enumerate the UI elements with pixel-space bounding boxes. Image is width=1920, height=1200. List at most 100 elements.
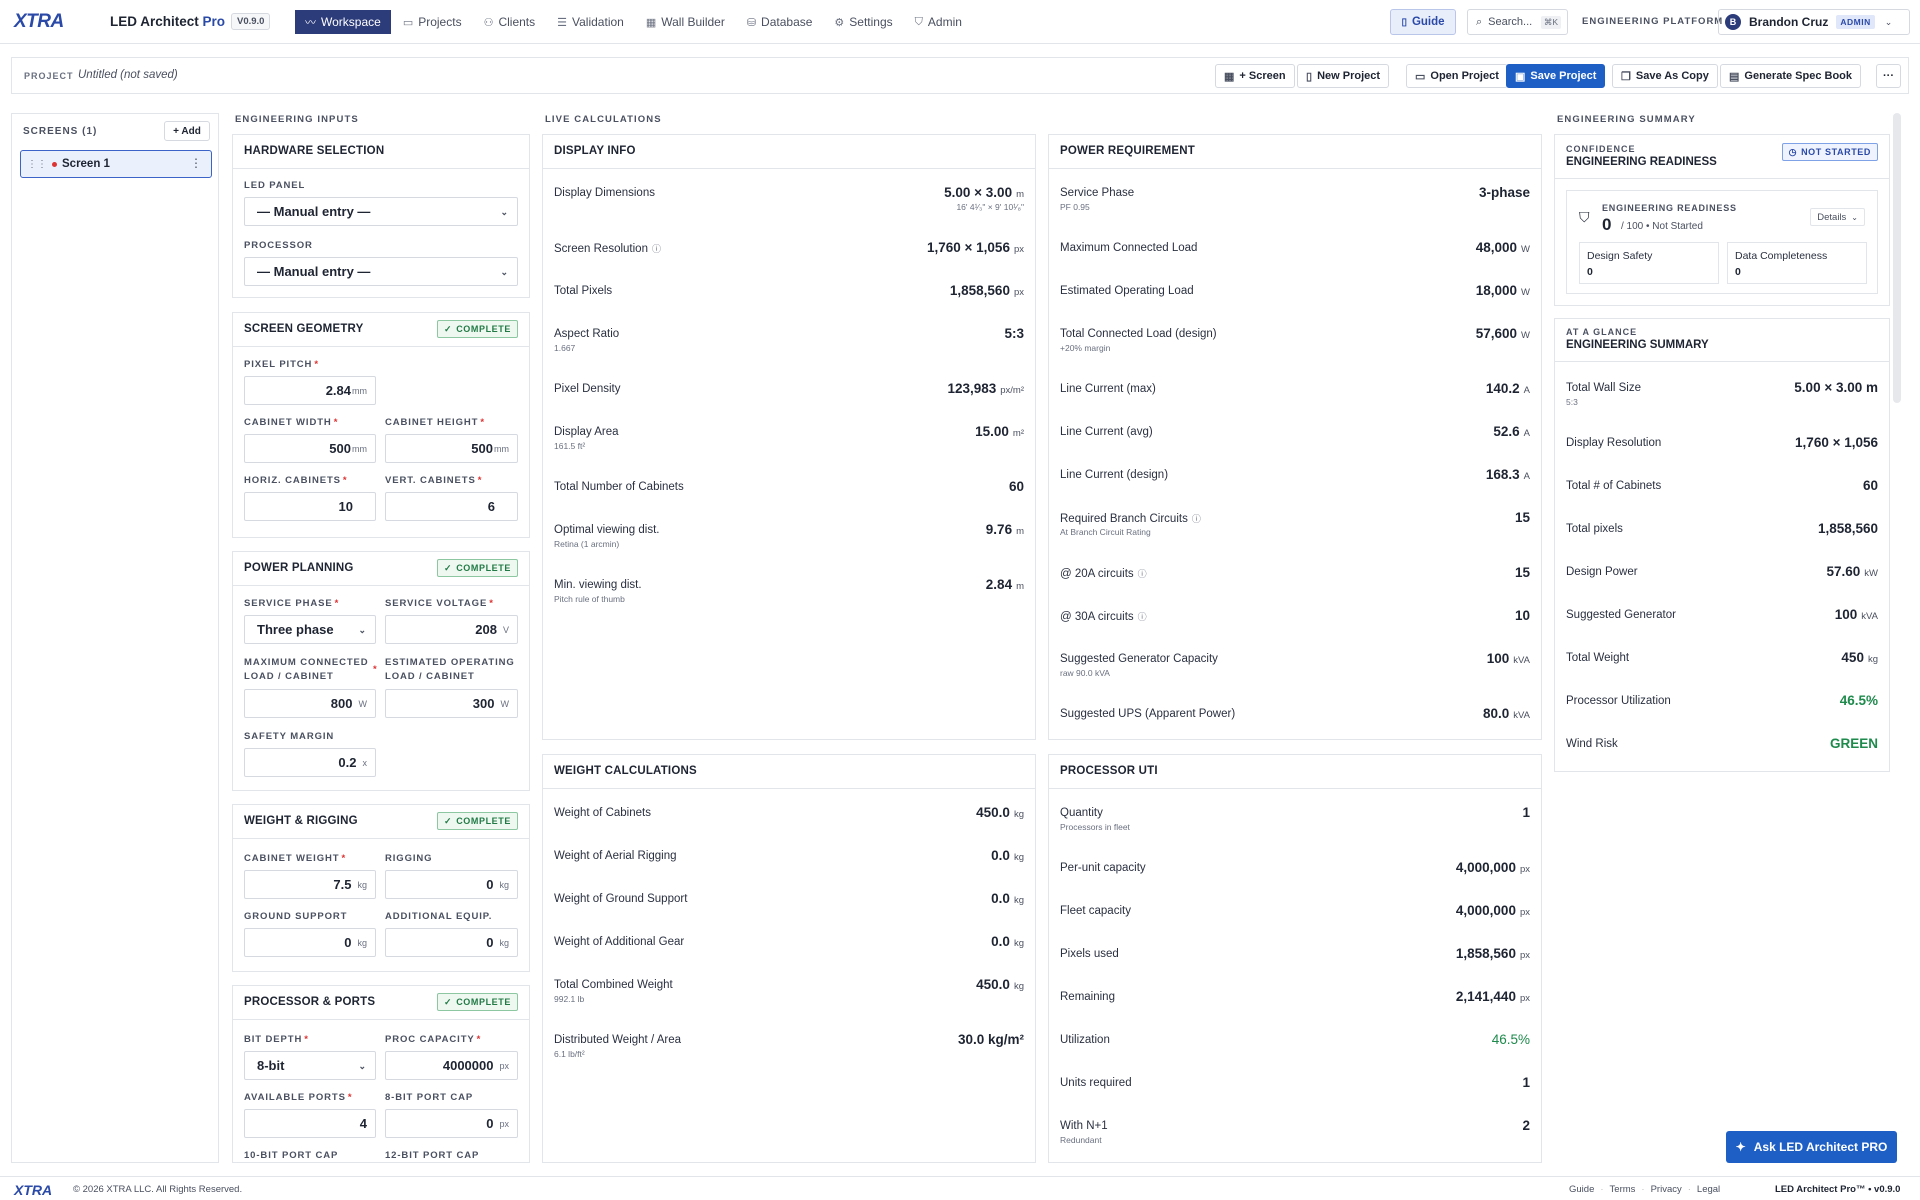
calc-row: Utilization 46.5% (1060, 1032, 1530, 1047)
calc-row: With N+1 Redundant 2 (1060, 1118, 1530, 1145)
file-icon: ▯ (1306, 70, 1313, 83)
generate-spec-book-button[interactable]: ▤ Generate Spec Book (1720, 64, 1861, 88)
add-screen-button[interactable]: ▦ + Screen (1215, 64, 1295, 88)
footer-link-legal[interactable]: Legal (1696, 1184, 1721, 1195)
service-voltage-label: SERVICE VOLTAGE * (385, 598, 494, 609)
nav-wall-builder[interactable]: ▦ Wall Builder (645, 15, 725, 29)
card-title: SCREEN GEOMETRY (244, 323, 364, 335)
processor-label: PROCESSOR (244, 240, 313, 251)
footer-link-privacy[interactable]: Privacy (1650, 1184, 1682, 1195)
bit-depth-label: BIT DEPTH * (244, 1034, 309, 1045)
cabinet-width-label: CABINET WIDTH * (244, 417, 339, 428)
calc-row: Line Current (max) 140.2 A (1060, 381, 1530, 396)
led-panel-select[interactable]: — Manual entry — ⌄ (244, 197, 518, 226)
service-phase-select[interactable]: Three phase ⌄ (244, 615, 376, 644)
ground-support-input[interactable]: 0 kg (244, 928, 376, 957)
cabinet-height-input[interactable]: 500 mm (385, 434, 518, 463)
search-input[interactable]: ⌕ Search... ⌘K (1467, 9, 1568, 35)
vert-cabinets-input[interactable]: 6 (385, 492, 518, 521)
max-load-input[interactable]: 800 W (244, 689, 376, 718)
footer-links: Guide · Terms · Privacy · Legal (1569, 1184, 1721, 1195)
status-badge: ✓ COMPLETE (437, 993, 518, 1011)
info-icon[interactable]: ⓘ (1137, 569, 1147, 579)
ask-assistant-button[interactable]: ✦ Ask LED Architect PRO (1726, 1131, 1897, 1163)
grid-icon: ▦ (645, 16, 657, 29)
screens-title: SCREENS (1) (23, 126, 98, 137)
user-name: Brandon Cruz (1749, 15, 1829, 29)
pixel-pitch-input[interactable]: 2.84 mm (244, 376, 376, 405)
cabinet-width-input[interactable]: 500 mm (244, 434, 376, 463)
readiness-score: 0 (1602, 215, 1612, 234)
scrollbar[interactable] (1893, 113, 1901, 403)
info-icon[interactable]: ⓘ (1191, 514, 1201, 524)
card-title: POWER PLANNING (244, 562, 354, 574)
status-badge: ◷ NOT STARTED (1781, 143, 1878, 161)
processor-select[interactable]: — Manual entry — ⌄ (244, 257, 518, 286)
search-shortcut: ⌘K (1540, 16, 1561, 29)
folder-open-icon: ▭ (1415, 70, 1426, 83)
user-menu[interactable]: B Brandon Cruz ADMIN ⌄ (1718, 9, 1910, 35)
engineering-summary-title: ENGINEERING SUMMARY (1557, 114, 1696, 125)
max-load-label: MAXIMUM CONNECTED LOAD / CABINET (244, 657, 369, 682)
search-icon: ⌕ (1476, 15, 1483, 28)
8bit-port-cap-input[interactable]: 0 px (385, 1109, 518, 1138)
card-title: HARDWARE SELECTION (244, 145, 385, 157)
save-icon: ▣ (1515, 70, 1526, 83)
nav-database[interactable]: ⛁ Database (746, 15, 813, 29)
footer-link-guide[interactable]: Guide (1569, 1184, 1595, 1195)
rigging-label: RIGGING (385, 853, 433, 864)
cabinet-weight-input[interactable]: 7.5 kg (244, 870, 376, 899)
summary-row: Total Wall Size 5:3 5.00 × 3.00 m (1566, 380, 1878, 407)
nav-clients[interactable]: ⚇ Clients (483, 15, 536, 29)
rigging-input[interactable]: 0 kg (385, 870, 518, 899)
bit-depth-select[interactable]: 8-bit ⌄ (244, 1051, 376, 1080)
card-title: PROCESSOR UTI (1060, 765, 1158, 777)
more-button[interactable]: ··· (1876, 64, 1901, 88)
copy-icon: ❐ (1621, 70, 1631, 83)
available-ports-input[interactable]: 4 (244, 1109, 376, 1138)
xtra-logo[interactable]: XTRA (14, 11, 64, 32)
version-badge: V0.9.0 (231, 13, 271, 30)
nav-validation[interactable]: ☰ Validation (557, 15, 624, 29)
status-badge: ✓ COMPLETE (437, 320, 518, 338)
new-project-button[interactable]: ▯ New Project (1297, 64, 1390, 88)
pixel-pitch-label: PIXEL PITCH * (244, 359, 319, 370)
service-voltage-input[interactable]: 208 V (385, 615, 518, 644)
additional-equip-input[interactable]: 0 kg (385, 928, 518, 957)
weight-calculations-card: WEIGHT CALCULATIONS Weight of Cabinets 45… (542, 754, 1036, 1163)
est-load-input[interactable]: 300 W (385, 689, 518, 718)
footer-logo: XTRA (14, 1182, 53, 1198)
safety-margin-input[interactable]: 0.2 x (244, 748, 376, 777)
footer-link-terms[interactable]: Terms (1609, 1184, 1636, 1195)
nav-workspace[interactable]: 〰 Workspace (295, 10, 391, 34)
guide-button[interactable]: ▯ Guide (1390, 9, 1456, 35)
calc-row: Required Branch Circuits ⓘ At Branch Circu… (1060, 510, 1530, 537)
drag-handle-icon[interactable]: ⋮⋮ (27, 158, 47, 170)
add-screen-small-button[interactable]: + Add (164, 121, 210, 141)
screen-list-item[interactable]: ⋮⋮ Screen 1 ⋮ (20, 150, 212, 178)
calc-row: Suggested Generator Capacity raw 90.0 kVA… (1060, 651, 1530, 678)
data-completeness-box: Data Completeness 0 (1727, 242, 1867, 284)
proc-capacity-input[interactable]: 4000000 px (385, 1051, 518, 1080)
info-icon[interactable]: ⓘ (1137, 612, 1147, 622)
calc-row: Total Combined Weight 992.1 lb 450.0 kg (554, 977, 1024, 1004)
horiz-cabinets-input[interactable]: 10 (244, 492, 376, 521)
nav-admin[interactable]: ⛉ Admin (914, 15, 962, 29)
details-button[interactable]: Details ⌄ (1810, 208, 1865, 226)
info-icon[interactable]: ⓘ (651, 244, 661, 254)
live-calculations-title: LIVE CALCULATIONS (545, 114, 662, 125)
card-title: DISPLAY INFO (554, 145, 636, 157)
activity-icon: 〰 (305, 17, 316, 29)
kebab-menu-icon[interactable]: ⋮ (190, 156, 202, 170)
nav-settings[interactable]: ⚙ Settings (834, 15, 893, 29)
open-project-button[interactable]: ▭ Open Project (1406, 64, 1508, 88)
summary-row: Total # of Cabinets 60 (1566, 478, 1878, 493)
save-project-button[interactable]: ▣ Save Project (1506, 64, 1606, 88)
status-badge: ✓ COMPLETE (437, 559, 518, 577)
calc-row: Weight of Aerial Rigging 0.0 kg (554, 848, 1024, 863)
horiz-cabinets-label: HORIZ. CABINETS * (244, 475, 348, 486)
service-phase-label: SERVICE PHASE * (244, 598, 340, 609)
nav-projects[interactable]: ▭ Projects (402, 15, 462, 29)
chevron-down-icon: ⌄ (500, 207, 508, 217)
save-as-copy-button[interactable]: ❐ Save As Copy (1612, 64, 1718, 88)
